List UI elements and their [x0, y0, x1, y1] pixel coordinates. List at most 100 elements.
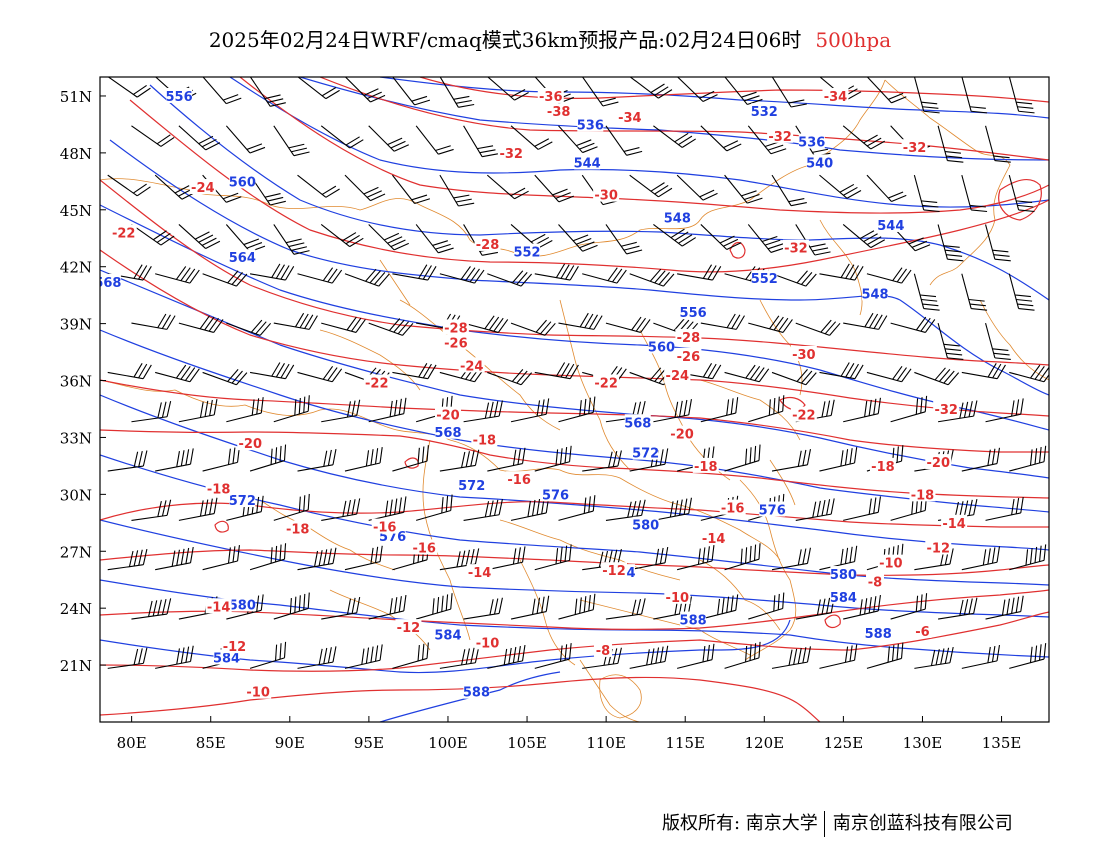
temperature-label-bg — [363, 374, 390, 390]
temperature-label: -10 — [246, 686, 270, 701]
wind-barb — [771, 77, 807, 108]
wind-barb — [677, 264, 722, 281]
temperature-label: -34 — [824, 90, 848, 105]
height-label: 552 — [513, 246, 540, 261]
height-label: 528 — [680, 65, 707, 80]
height-label-bg — [624, 414, 651, 430]
height-label: 564 — [229, 251, 256, 266]
wind-barb — [225, 125, 266, 154]
temperature-label: -22 — [792, 409, 816, 424]
wind-barb — [771, 547, 812, 571]
wind-barb — [463, 125, 498, 158]
height-label-bg — [830, 566, 857, 582]
wind-barb — [819, 174, 862, 199]
temperature-label-bg — [601, 562, 628, 578]
wind-barb — [131, 499, 172, 521]
wind-barb — [890, 224, 931, 252]
wind-barb — [463, 498, 503, 521]
wind-barb — [747, 224, 787, 253]
temperature-label-bg — [593, 186, 620, 202]
wind-barb — [724, 543, 761, 571]
temperature-label-bg — [284, 520, 311, 536]
wind-barb — [297, 449, 337, 472]
wind-barb — [249, 77, 286, 107]
temperature-label-bg — [205, 480, 232, 496]
temperature-label: -20 — [927, 456, 951, 471]
height-label-bg — [100, 273, 121, 289]
temperature-label-bg — [245, 683, 272, 699]
wind-barb — [795, 224, 831, 256]
wind-barb — [819, 644, 858, 669]
wind-barb — [344, 545, 383, 571]
wind-barb — [368, 496, 407, 521]
wind-barb — [605, 316, 651, 333]
wind-barb — [155, 546, 194, 571]
map-title: 2025年02月24日WRF/cmaq模式36km预报产品:02月24日06时 5… — [0, 24, 1100, 53]
temperature-label: -32 — [903, 141, 927, 156]
lon-tick-label: 120E — [745, 734, 785, 752]
temperature-label-bg — [616, 108, 643, 124]
wind-barb — [653, 224, 696, 247]
height-label: 576 — [759, 504, 786, 519]
wind-barb — [107, 363, 152, 380]
wind-barb — [107, 647, 148, 669]
temperature-label: -22 — [594, 376, 618, 391]
wind-barb — [392, 363, 437, 380]
lon-tick-label: 110E — [586, 734, 626, 752]
temperature-label-bg — [782, 239, 809, 255]
wind-barb — [676, 643, 715, 669]
wind-barb — [1009, 544, 1047, 571]
temperature-label-bg — [593, 374, 620, 390]
lat-tick-label: 30N — [60, 486, 92, 504]
wind-barb — [1008, 174, 1035, 213]
height-label-bg — [229, 249, 256, 265]
wind-barb — [202, 446, 240, 472]
wind-barb — [819, 545, 858, 571]
wind-barb — [1009, 445, 1047, 472]
wind-barb — [155, 364, 200, 383]
temperature-label: -10 — [476, 636, 500, 651]
wind-barb — [866, 77, 907, 104]
height-label: 568 — [434, 426, 461, 441]
wind-barb — [771, 174, 807, 207]
height-label: 544 — [877, 219, 904, 234]
height-label-bg — [759, 501, 786, 517]
height-label: 580 — [632, 519, 659, 534]
wind-barb — [344, 77, 386, 103]
lon-tick-label: 125E — [824, 734, 864, 752]
wind-barb — [534, 174, 574, 203]
temperature-label: -32 — [499, 147, 523, 162]
temperature-label: -34 — [618, 111, 642, 126]
wind-barb — [131, 598, 172, 620]
wind-barb — [629, 268, 675, 287]
wind-barb — [629, 174, 673, 198]
temperature-label-bg — [913, 622, 932, 638]
temperature-label-bg — [664, 588, 691, 604]
wind-barb — [486, 174, 529, 200]
lat-tick-label: 24N — [60, 600, 92, 618]
wind-barb — [961, 546, 1001, 571]
height-label: 536 — [798, 136, 825, 151]
wind-barb — [961, 644, 1001, 669]
wind-barb — [700, 313, 745, 330]
wind-barb — [771, 369, 817, 386]
wind-barb — [344, 268, 390, 287]
wind-barb — [1009, 643, 1047, 669]
temperature-label-bg — [471, 431, 498, 447]
temperature-label-bg — [822, 87, 849, 103]
wind-barb — [558, 593, 596, 620]
height-label-bg — [213, 649, 240, 665]
height-label: 588 — [463, 686, 490, 701]
wind-barb — [795, 596, 835, 620]
wind-barb — [866, 366, 912, 383]
height-label-bg — [229, 596, 256, 612]
wind-barb — [487, 447, 526, 472]
lon-tick-label: 90E — [275, 734, 305, 752]
wind-barb — [985, 322, 1011, 361]
temperature-label: -6 — [915, 625, 929, 640]
lat-tick-label: 21N — [60, 657, 92, 675]
temperature-label-bg — [458, 357, 485, 373]
plot-area: 556 560 564 568 528 532 536 544 536 540 548 544 552 5… — [100, 65, 1049, 722]
wind-barb — [938, 400, 978, 423]
lon-tick-label: 135E — [982, 734, 1022, 752]
